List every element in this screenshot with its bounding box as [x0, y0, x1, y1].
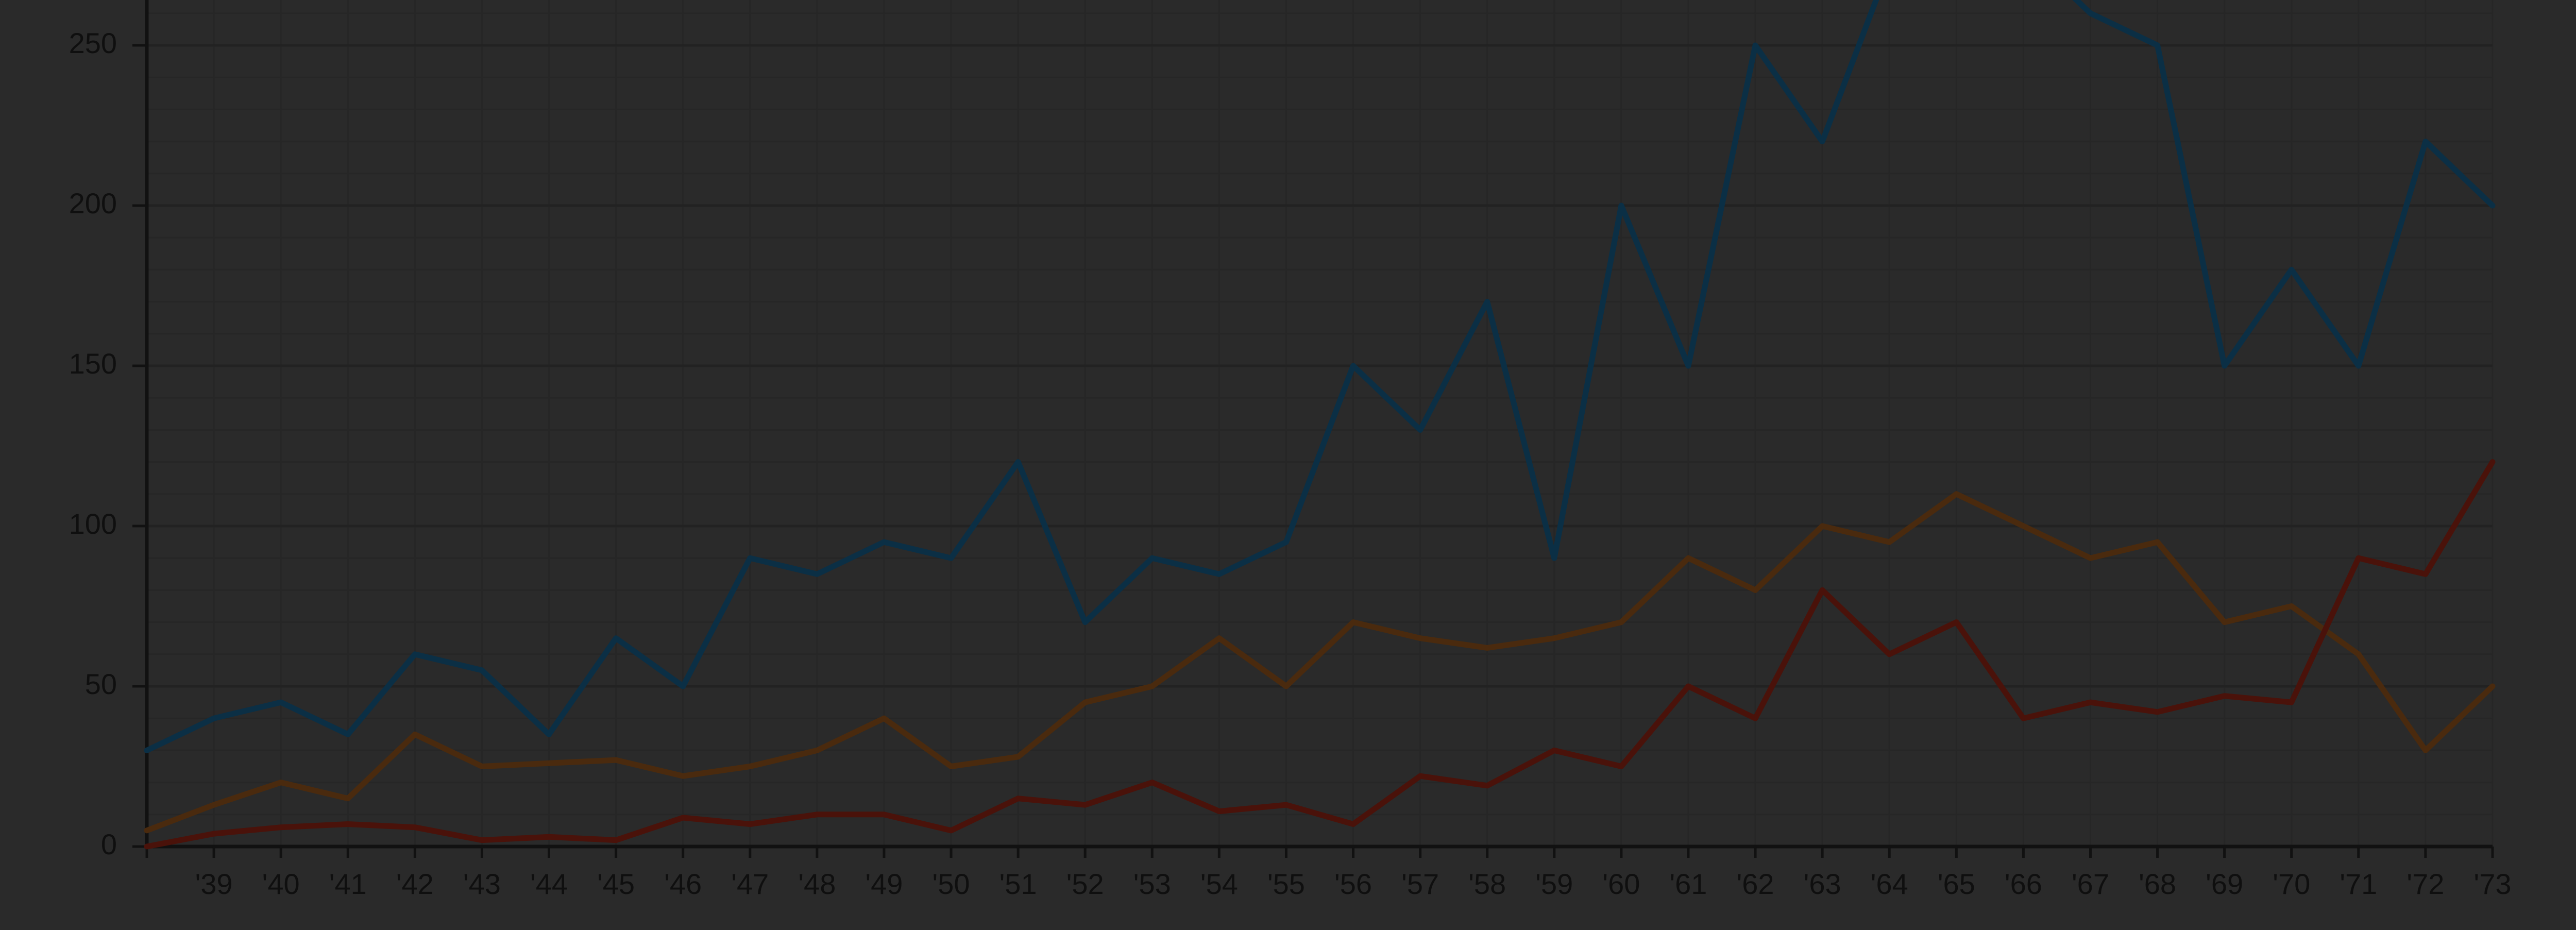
- x-tick-label: '58: [1468, 868, 1506, 900]
- x-tick-label: '39: [195, 868, 233, 900]
- x-tick-label: '41: [329, 868, 367, 900]
- x-tick-label: '51: [999, 868, 1037, 900]
- x-tick-label: '62: [1737, 868, 1774, 900]
- x-tick-label: '50: [933, 868, 970, 900]
- x-tick-label: '43: [463, 868, 501, 900]
- x-tick-label: '73: [2474, 868, 2512, 900]
- x-tick-label: '70: [2273, 868, 2310, 900]
- x-tick-label: '54: [1200, 868, 1238, 900]
- x-tick-label: '59: [1535, 868, 1573, 900]
- x-tick-label: '55: [1267, 868, 1305, 900]
- x-tick-label: '60: [1602, 868, 1640, 900]
- x-tick-label: '67: [2072, 868, 2109, 900]
- x-tick-label: '53: [1133, 868, 1171, 900]
- y-tick-label: 100: [69, 508, 117, 540]
- y-tick-label: 0: [101, 828, 117, 860]
- y-tick-label: 50: [85, 668, 117, 700]
- x-tick-label: '68: [2139, 868, 2176, 900]
- x-tick-label: '46: [664, 868, 702, 900]
- x-tick-label: '66: [2005, 868, 2042, 900]
- x-tick-label: '69: [2206, 868, 2243, 900]
- x-tick-label: '42: [396, 868, 434, 900]
- x-tick-label: '49: [865, 868, 903, 900]
- y-tick-label: 250: [69, 27, 117, 59]
- x-tick-label: '65: [1938, 868, 1975, 900]
- x-tick-label: '45: [597, 868, 635, 900]
- x-tick-label: '52: [1066, 868, 1104, 900]
- x-tick-label: '47: [731, 868, 769, 900]
- y-tick-label: 150: [69, 347, 117, 380]
- x-tick-label: '71: [2340, 868, 2377, 900]
- x-tick-label: '72: [2406, 868, 2444, 900]
- x-tick-label: '61: [1669, 868, 1707, 900]
- x-tick-label: '56: [1334, 868, 1372, 900]
- x-tick-label: '44: [530, 868, 568, 900]
- y-tick-label: 200: [69, 187, 117, 219]
- x-tick-label: '57: [1401, 868, 1439, 900]
- x-tick-label: '64: [1871, 868, 1908, 900]
- x-tick-label: '48: [798, 868, 836, 900]
- x-tick-label: '63: [1804, 868, 1841, 900]
- x-tick-label: '40: [262, 868, 300, 900]
